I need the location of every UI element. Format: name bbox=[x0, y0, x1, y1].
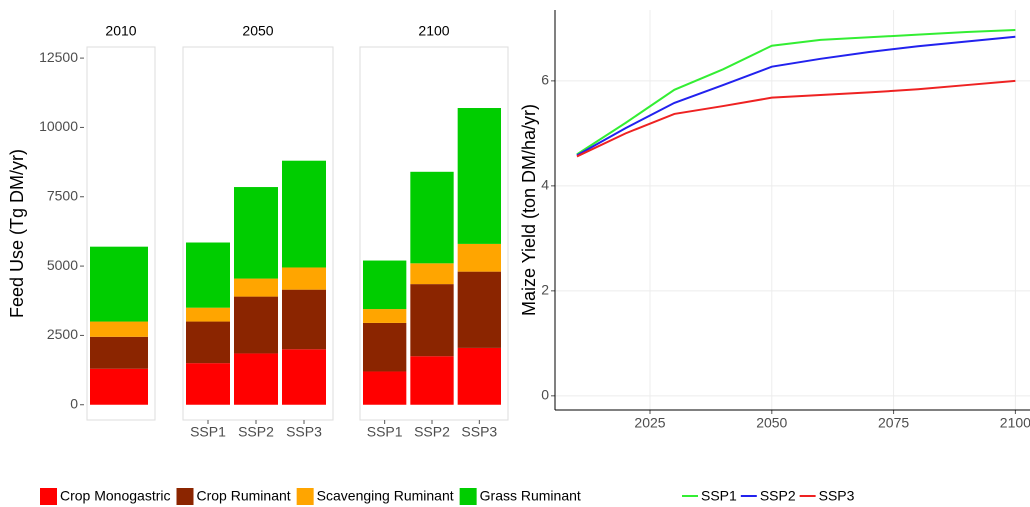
x-tick-label: SSP3 bbox=[286, 424, 322, 440]
y-tick-label: 7500 bbox=[47, 187, 78, 203]
x-tick-label: SSP1 bbox=[367, 424, 403, 440]
facet-title: 2010 bbox=[105, 23, 136, 39]
x-tick-label: SSP2 bbox=[414, 424, 450, 440]
legend-swatch bbox=[296, 488, 314, 505]
x-tick-label: 2025 bbox=[634, 415, 665, 431]
bar-segment bbox=[186, 363, 230, 405]
y-tick-label: 12500 bbox=[39, 49, 78, 65]
legend-label: Crop Ruminant bbox=[197, 488, 291, 504]
bar-segment bbox=[282, 267, 326, 290]
bar-segment bbox=[410, 171, 454, 264]
bar-segment bbox=[90, 368, 148, 405]
legend-swatch bbox=[176, 488, 194, 505]
bar-segment bbox=[457, 347, 501, 405]
bar-segment bbox=[186, 242, 230, 308]
bar-segment bbox=[457, 108, 501, 244]
facet-title: 2050 bbox=[242, 23, 273, 39]
bar-segment bbox=[282, 349, 326, 405]
y-tick-label: 6 bbox=[541, 72, 549, 88]
x-tick-label: 2050 bbox=[756, 415, 787, 431]
line bbox=[576, 28, 1016, 156]
bar-segment bbox=[90, 321, 148, 337]
legend-label: Grass Ruminant bbox=[480, 488, 581, 504]
y-axis-title: Feed Use (Tg DM/yr) bbox=[7, 149, 27, 318]
bar-segment bbox=[282, 289, 326, 350]
legend-swatch bbox=[459, 488, 477, 505]
y-tick-label: 0 bbox=[541, 387, 549, 403]
bar-segment bbox=[186, 307, 230, 322]
y-axis-title: Maize Yield (ton DM/ha/yr) bbox=[519, 104, 539, 316]
legend-label: SSP1 bbox=[701, 488, 737, 504]
x-tick-label: SSP2 bbox=[238, 424, 274, 440]
bar-segment bbox=[457, 271, 501, 348]
legend-swatch bbox=[40, 488, 57, 505]
bar-segment bbox=[90, 336, 148, 369]
facet-title: 2100 bbox=[418, 23, 449, 39]
x-tick-label: SSP3 bbox=[461, 424, 497, 440]
legend-label: SSP2 bbox=[760, 488, 796, 504]
legend-label: Crop Monogastric bbox=[60, 488, 171, 504]
bar-segment bbox=[410, 356, 454, 405]
y-tick-label: 4 bbox=[541, 177, 549, 193]
y-tick-label: 5000 bbox=[47, 257, 78, 273]
x-tick-label: SSP1 bbox=[190, 424, 226, 440]
bar-segment bbox=[282, 160, 326, 268]
bar-segment bbox=[457, 243, 501, 272]
legend-label: Scavenging Ruminant bbox=[317, 488, 454, 504]
bar-segment bbox=[363, 309, 407, 323]
bar-segment bbox=[363, 371, 407, 405]
line bbox=[576, 79, 1016, 158]
bar-segment bbox=[186, 321, 230, 364]
bar-segment bbox=[234, 353, 278, 405]
y-tick-label: 0 bbox=[70, 395, 78, 411]
line bbox=[576, 35, 1016, 157]
x-tick-label: 2075 bbox=[878, 415, 909, 431]
bar-segment bbox=[234, 278, 278, 297]
bar-segment bbox=[234, 296, 278, 354]
legend-label: SSP3 bbox=[819, 488, 855, 504]
y-tick-label: 2 bbox=[541, 282, 549, 298]
bar-segment bbox=[363, 260, 407, 310]
bar-segment bbox=[90, 246, 148, 322]
y-tick-label: 2500 bbox=[47, 326, 78, 342]
y-tick-label: 10000 bbox=[39, 118, 78, 134]
bar-segment bbox=[410, 263, 454, 285]
x-tick-label: 2100 bbox=[1000, 415, 1030, 431]
bar-segment bbox=[410, 284, 454, 357]
bar-segment bbox=[234, 187, 278, 279]
bar-segment bbox=[363, 322, 407, 372]
